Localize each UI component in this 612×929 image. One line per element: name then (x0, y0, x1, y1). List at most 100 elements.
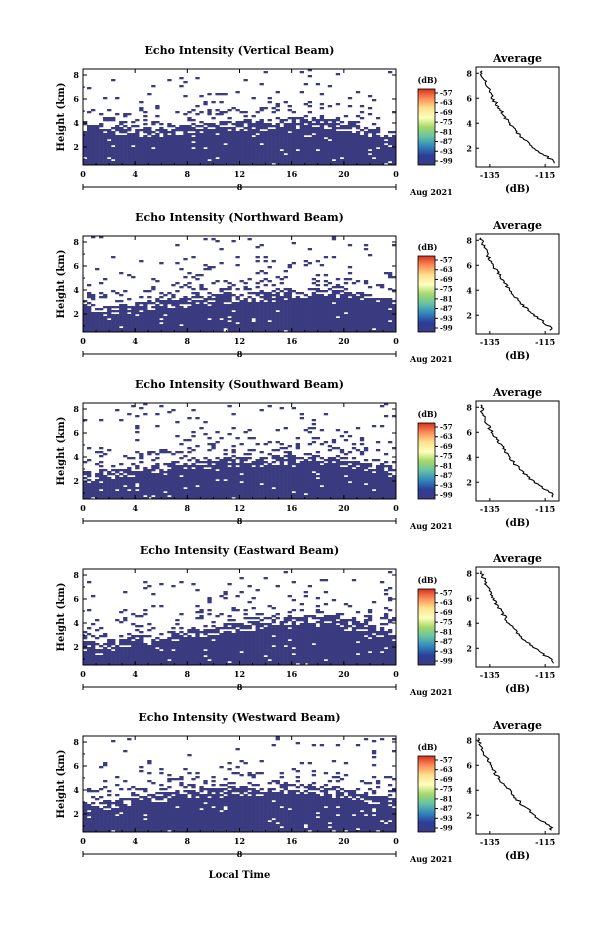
echo-cell (215, 483, 220, 486)
echo-cell (103, 159, 108, 162)
echo-cell (207, 113, 212, 116)
echo-cell (99, 296, 104, 299)
echo-cell (127, 147, 132, 150)
echo-cell (91, 645, 96, 648)
echo-cell (383, 489, 389, 492)
echo-cell (363, 330, 369, 333)
echo-cell (347, 469, 353, 472)
echo-cell (99, 159, 104, 162)
echo-cell (95, 141, 100, 144)
echo-cell (359, 465, 365, 468)
echo-cell (155, 304, 160, 307)
echo-cell (251, 157, 256, 160)
echo-cell (215, 314, 220, 317)
echo-cell (319, 131, 325, 134)
echo-cell (195, 77, 200, 80)
echo-cell (275, 322, 280, 325)
echo-cell (363, 477, 369, 480)
echo-cell (291, 300, 296, 303)
echo-cell (275, 292, 280, 295)
echo-cell (383, 304, 389, 307)
echo-cell (95, 268, 100, 271)
x-tick-label: 12 (234, 169, 245, 179)
echo-cell (211, 123, 216, 126)
echo-cell (303, 131, 309, 134)
echo-cell (119, 135, 124, 138)
echo-cell (387, 495, 393, 498)
echo-cell (391, 139, 397, 142)
echo-cell (239, 497, 244, 500)
echo-cell (283, 477, 288, 480)
echo-cell (143, 471, 148, 474)
echo-cell (311, 316, 317, 319)
echo-cell (291, 481, 296, 484)
echo-cell (311, 151, 317, 154)
x-tick-label: 12 (234, 336, 245, 346)
echo-cell (351, 135, 357, 138)
echo-cell (335, 455, 341, 458)
echo-cell (363, 143, 369, 146)
echo-cell (367, 308, 373, 311)
echo-cell (147, 326, 152, 329)
echo-cell (271, 493, 276, 496)
echo-cell (287, 497, 292, 500)
echo-cell (279, 328, 284, 331)
echo-cell (315, 461, 321, 464)
echo-cell (87, 328, 92, 331)
echo-cell (91, 155, 96, 158)
echo-cell (91, 318, 96, 321)
echo-cell (203, 123, 208, 126)
echo-cell (215, 129, 220, 132)
echo-cell (343, 149, 349, 152)
echo-cell (259, 491, 264, 494)
echo-cell (311, 469, 317, 472)
echo-cell (379, 141, 385, 144)
echo-cell (163, 159, 168, 162)
echo-cell (307, 497, 313, 500)
echo-cell (367, 322, 373, 325)
echo-cell (91, 595, 96, 598)
echo-cell (391, 328, 397, 331)
echo-cell (135, 153, 140, 156)
echo-cell (275, 314, 280, 317)
echo-cell (287, 308, 292, 311)
echo-cell (331, 495, 337, 498)
echo-cell (155, 483, 160, 486)
echo-cell (335, 314, 341, 317)
echo-cell (259, 127, 264, 130)
echo-cell (307, 302, 313, 305)
echo-cell (207, 443, 212, 446)
echo-cell (287, 161, 292, 164)
echo-cell (295, 312, 300, 315)
echo-cell (99, 157, 104, 160)
echo-cell (275, 491, 280, 494)
echo-cell (91, 485, 96, 488)
echo-cell (235, 139, 240, 142)
echo-cell (243, 111, 248, 114)
echo-cell (267, 316, 272, 319)
echo-cell (347, 495, 353, 498)
echo-cell (339, 481, 345, 484)
echo-cell (283, 467, 288, 470)
echo-cell (91, 324, 96, 327)
echo-cell (287, 123, 292, 126)
echo-cell (247, 157, 252, 160)
echo-cell (211, 302, 216, 305)
echo-cell (283, 471, 288, 474)
echo-cell (311, 481, 317, 484)
echo-cell (83, 300, 88, 303)
echo-cell (255, 465, 260, 468)
echo-cell (183, 159, 188, 162)
echo-cell (167, 322, 172, 325)
echo-cell (327, 300, 333, 303)
echo-cell (147, 145, 152, 148)
echo-cell (315, 324, 321, 327)
echo-cell (299, 71, 304, 74)
echo-cell (351, 282, 357, 285)
echo-cell (135, 135, 140, 138)
echo-cell (299, 318, 304, 321)
echo-cell (259, 163, 264, 166)
echo-cell (207, 459, 212, 462)
echo-cell (347, 465, 353, 468)
echo-cell (135, 475, 140, 478)
